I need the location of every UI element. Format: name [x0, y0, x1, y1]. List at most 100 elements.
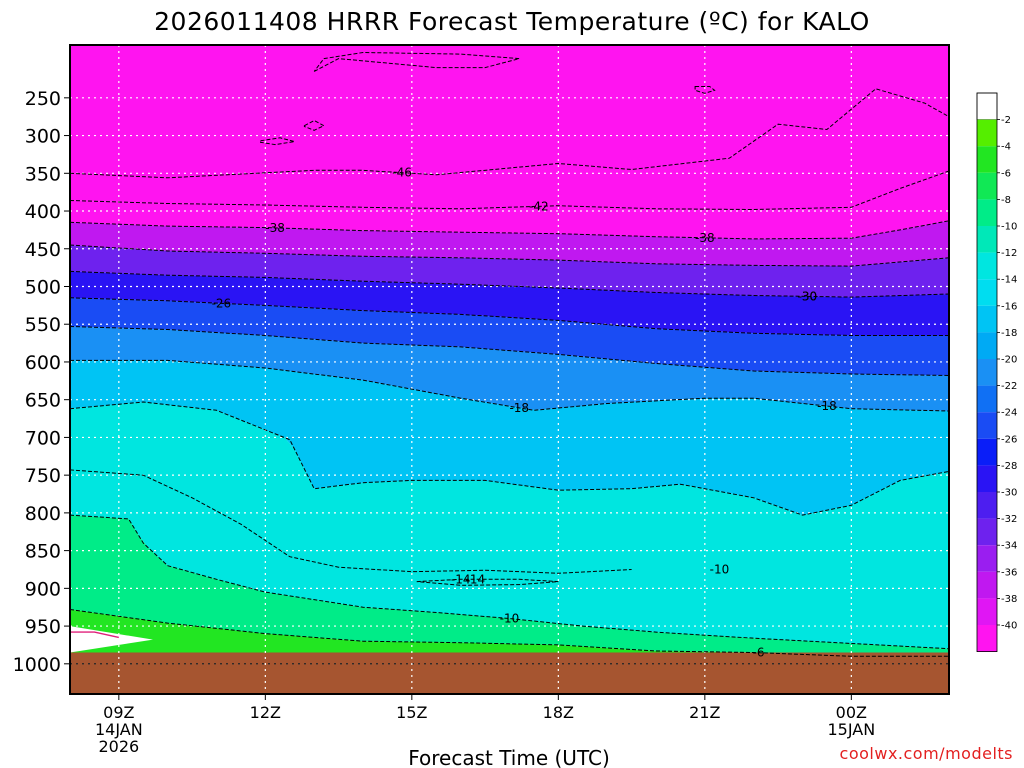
isotherm-contour [70, 359, 949, 412]
colorbar-label: -28 [1001, 461, 1017, 472]
y-tick-label: 650 [25, 390, 61, 412]
colorbar-swatch [976, 92, 998, 120]
colorbar-label: -30 [1001, 488, 1017, 499]
contour-layer [70, 51, 949, 657]
temperature-band [70, 402, 949, 649]
contour-label: -46 [392, 166, 412, 180]
colorbar-swatch [977, 438, 997, 466]
y-tick-label: 400 [25, 201, 61, 223]
isotherm-contour [70, 401, 949, 516]
x-tick-label: 15Z [396, 703, 427, 722]
x-tick-label: 14JAN [95, 720, 143, 739]
colorbar: -2 -4 -6 -8 -10 -12 -14 -16 -18 -20 -22 -24 -26 -28 -3… [976, 92, 1017, 652]
x-tick-label: 09Z [103, 703, 134, 722]
temperature-band [70, 220, 949, 267]
y-tick-label: 350 [25, 163, 61, 185]
isotherm-contour [70, 326, 949, 376]
temperature-band [70, 45, 949, 178]
colorbar-swatch [977, 545, 997, 572]
colorbar-swatch [977, 332, 997, 359]
y-tick-label: 700 [25, 427, 61, 449]
ground-layer [70, 626, 949, 694]
y-tick-label: 950 [25, 616, 61, 638]
freezing-line [70, 631, 119, 639]
contour-label: -18 [509, 401, 529, 415]
colorbar-swatch [977, 385, 997, 413]
colorbar-swatch [977, 146, 997, 173]
temperature-band [70, 271, 949, 336]
temperature-band [70, 90, 949, 210]
colorbar-label: -14 [1001, 275, 1017, 286]
y-tick-label: 550 [25, 314, 61, 336]
x-tick-label: 18Z [543, 703, 574, 722]
colorbar-label: -34 [1001, 541, 1017, 552]
contour-label: -6 [753, 646, 765, 660]
temperature-band [70, 326, 949, 411]
y-tick-label: 450 [25, 239, 61, 261]
chart-title: 2026011408 HRRR Forecast Temperature (ºC… [154, 7, 870, 36]
colorbar-swatch [977, 359, 997, 386]
contour-label: -38 [695, 231, 715, 245]
contour-label: -26 [212, 296, 232, 310]
colorbar-swatch [977, 119, 997, 147]
temperature-band [70, 245, 949, 298]
colorbar-frame [976, 92, 998, 652]
isotherm-contour [70, 244, 949, 267]
x-tick-label: 00Z [836, 703, 867, 722]
colorbar-label: -36 [1001, 567, 1017, 578]
contour-label: -14 [466, 572, 486, 586]
colorbar-label: -2 [1001, 115, 1011, 126]
x-tick-label: 21Z [689, 703, 720, 722]
colorbar-label: -4 [1001, 142, 1011, 153]
colorbar-swatch [977, 279, 997, 306]
y-tick-label: 800 [25, 503, 61, 525]
colorbar-label: -10 [1001, 222, 1017, 233]
colorbar-label: -38 [1001, 594, 1017, 605]
isotherm-contour [70, 514, 949, 650]
colorbar-swatch [977, 412, 997, 439]
colorbar-label: -12 [1001, 248, 1017, 259]
contour-label: -14 [451, 572, 471, 586]
contour-label: -10 [710, 562, 730, 576]
isotherm-contour [70, 220, 949, 240]
credit-text: coolwx.com/modelts [840, 744, 1013, 763]
contour-label-layer: -46-42-38-30-26-18-14-10-6-30-18-38-10-1… [212, 166, 837, 660]
x-tick-label: 2026 [98, 737, 139, 756]
colorbar-label: -20 [1001, 355, 1017, 366]
contour-label: -42 [529, 199, 549, 213]
x-tick-label: 12Z [250, 703, 281, 722]
colorbar-swatch [977, 305, 997, 333]
colorbar-swatch [977, 571, 997, 599]
colorbar-label: -26 [1001, 434, 1017, 445]
pressure-axis: 250 300 350 400 450 500 550 600 650 700 750 800 850 9… [13, 88, 70, 676]
x-tick-label: 15JAN [827, 720, 875, 739]
isotherm-contour [70, 469, 632, 574]
y-tick-label: 500 [25, 276, 61, 298]
colorbar-swatch [977, 252, 997, 280]
isotherm-contour [70, 170, 949, 211]
y-tick-label: 900 [25, 578, 61, 600]
y-tick-label: 750 [25, 465, 61, 487]
temperature-fill-layer [70, 45, 949, 694]
colorbar-swatch [977, 465, 997, 492]
colorbar-swatch [977, 625, 997, 652]
isotherm-contour [260, 137, 295, 146]
colorbar-swatch [977, 199, 997, 226]
isotherm-contour [70, 609, 949, 657]
y-tick-label: 300 [25, 126, 61, 148]
isotherm-contour [416, 578, 559, 586]
colorbar-swatch [977, 226, 997, 253]
y-tick-label: 1000 [13, 654, 61, 676]
x-axis-title: Forecast Time (UTC) [408, 746, 610, 768]
temperature-band [70, 171, 949, 239]
colorbar-label: -16 [1001, 301, 1017, 312]
ground-shading [70, 652, 949, 694]
isotherm-contour [694, 86, 716, 94]
colorbar-swatch [977, 518, 997, 546]
grid-layer [70, 45, 949, 694]
temperature-band [70, 297, 949, 376]
colorbar-label: -40 [1001, 621, 1017, 632]
colorbar-swatch [977, 172, 997, 200]
y-tick-label: 250 [25, 88, 61, 110]
